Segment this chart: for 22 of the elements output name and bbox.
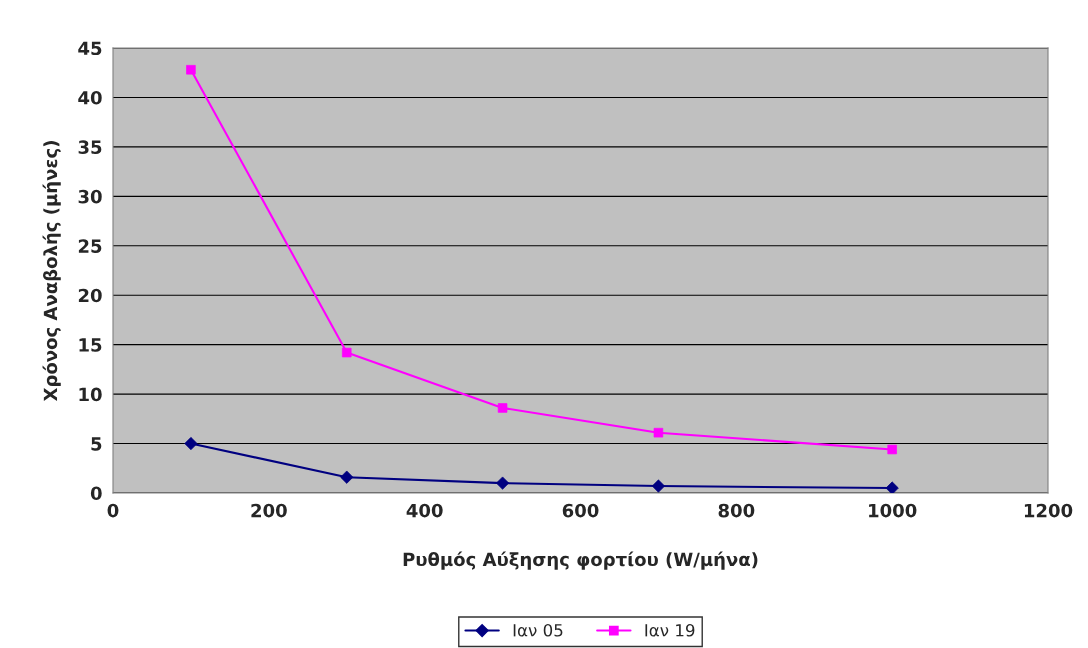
y-tick-label: 20 (78, 288, 102, 303)
y-tick-label: 15 (79, 338, 102, 352)
y-tick-label: 40 (78, 90, 102, 105)
y-tick-label: 25 (78, 239, 102, 253)
y-tick-label: 30 (78, 189, 102, 204)
y-tick-label: 10 (79, 387, 102, 402)
y-tick-label: 45 (78, 41, 102, 56)
x-tick-label: 1000 (869, 503, 917, 518)
x-tick-label: 400 (406, 503, 443, 518)
x-tick-label: 800 (718, 503, 755, 518)
x-tick-label: 600 (562, 503, 599, 518)
y-axis-title: Χρόνος Αναβολής (μήνες) (42, 141, 61, 402)
legend-label: Ιαν 05 (513, 623, 563, 637)
y-tick-label: 0 (90, 486, 102, 501)
x-tick-label: 1200 (1024, 503, 1073, 518)
legend-label: Ιαν 19 (645, 623, 695, 637)
y-tick-label: 5 (91, 437, 102, 451)
x-axis-title: Ρυθμός Αύξησης φορτίου (W/μήνα) (403, 551, 758, 570)
x-tick-label: 0 (107, 503, 119, 518)
x-tick-label: 200 (251, 503, 287, 518)
point (885, 481, 899, 493)
y-tick-label: 35 (78, 140, 102, 155)
